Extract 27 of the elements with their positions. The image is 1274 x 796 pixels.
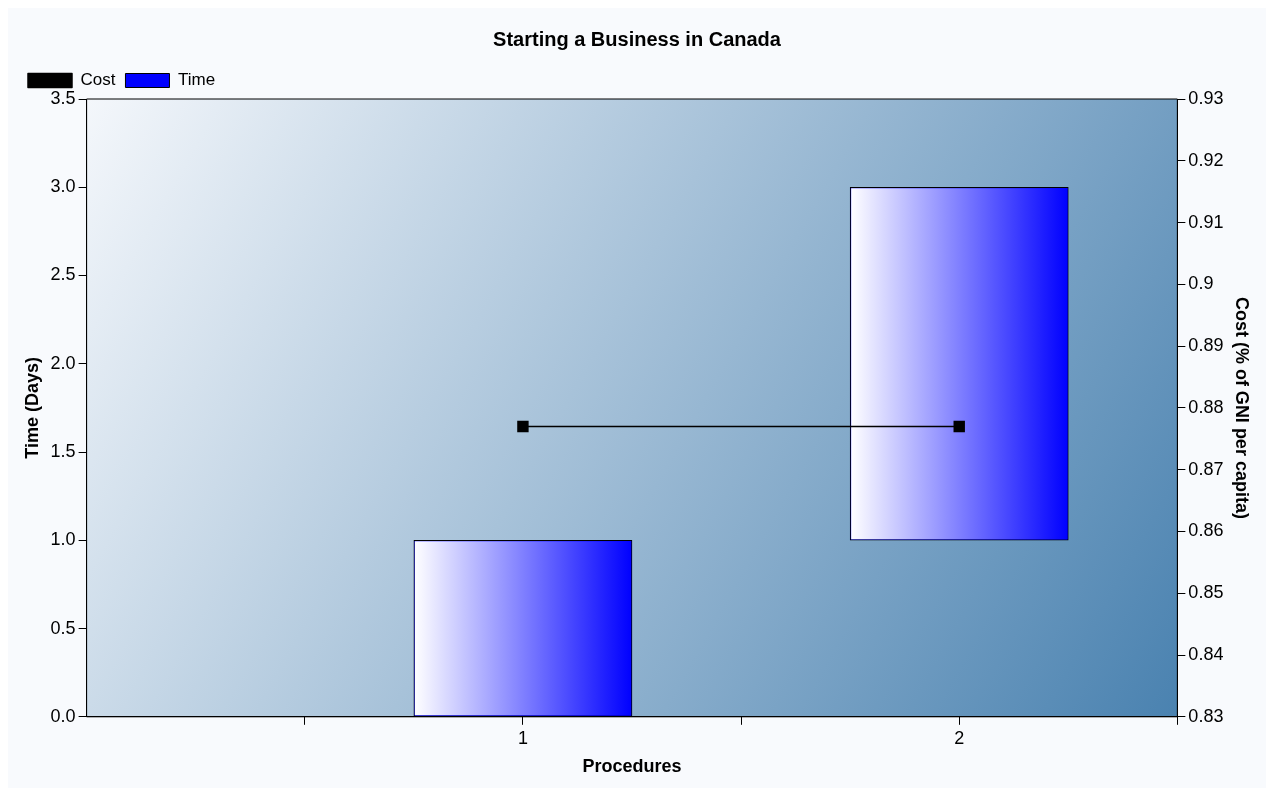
- y2-tick-label: 0.9: [1188, 273, 1214, 294]
- y-tick-label: 3.0: [50, 176, 76, 197]
- x-tick-label: 2: [954, 727, 965, 748]
- y2-tick-label: 0.92: [1188, 149, 1224, 170]
- y2-tick-label: 0.91: [1188, 211, 1224, 232]
- chart-title: Starting a Business in Canada: [493, 27, 782, 50]
- y2-tick-label: 0.93: [1188, 87, 1224, 108]
- y2-tick-label: 0.87: [1188, 458, 1224, 479]
- y2-tick-label: 0.89: [1188, 335, 1224, 356]
- y2-tick-label: 0.86: [1188, 520, 1224, 541]
- y-axis-title: Time (Days): [21, 357, 42, 459]
- x-tick-label: 1: [517, 727, 528, 748]
- y2-tick-label: 0.88: [1188, 396, 1224, 417]
- y-tick-label: 1.5: [50, 441, 76, 461]
- y-tick-label: 0.5: [50, 617, 76, 638]
- y-tick-label: 2.0: [50, 352, 76, 373]
- y2-axis-title: Cost (% of GNI per capita): [1232, 296, 1253, 519]
- y2-tick-label: 0.83: [1188, 705, 1224, 726]
- y-tick-label: 2.5: [50, 264, 76, 285]
- legend-label: Cost: [80, 70, 116, 90]
- y-tick-label: 0.0: [50, 705, 76, 726]
- y2-tick-label: 0.85: [1188, 582, 1224, 603]
- y-tick-label: 3.5: [50, 87, 76, 108]
- x-axis-title: Procedures: [582, 756, 682, 777]
- y2-tick-label: 0.84: [1188, 643, 1224, 664]
- y-tick-label: 1.0: [50, 529, 76, 550]
- legend-label: Time: [177, 70, 216, 90]
